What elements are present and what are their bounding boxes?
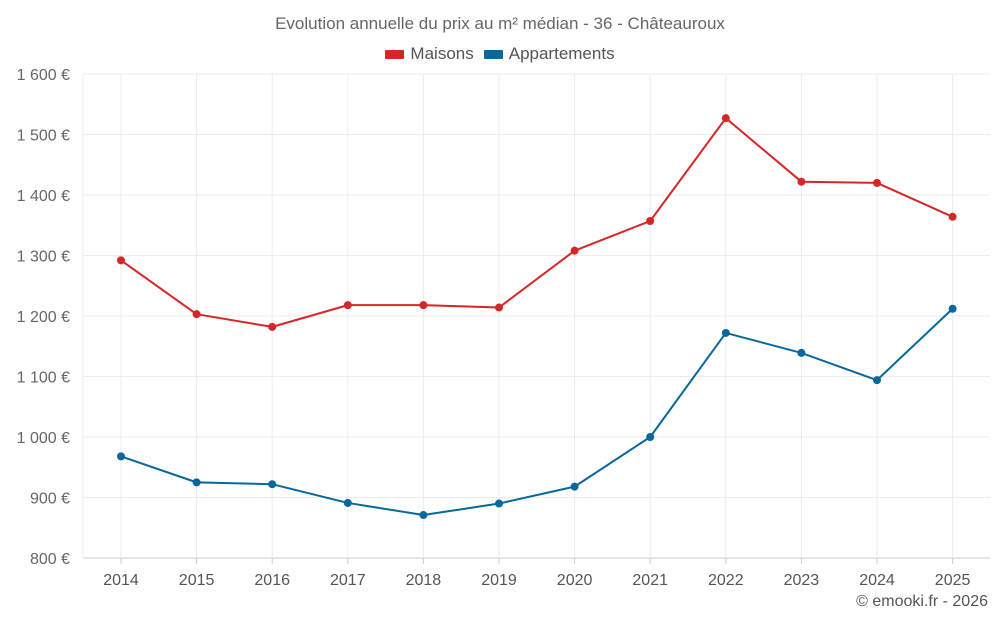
chart-title: Evolution annuelle du prix au m² médian … (275, 14, 725, 33)
data-point-maisons (797, 177, 806, 186)
data-point-appartements (646, 433, 655, 441)
data-point-appartements (419, 511, 428, 520)
data-point-appartements (192, 478, 201, 487)
data-point-maisons (948, 212, 957, 221)
x-tick-label: 2024 (859, 572, 895, 589)
x-tick-label: 2019 (481, 572, 517, 589)
series-line-appartements (120, 308, 954, 517)
data-point-maisons (343, 301, 352, 310)
data-point-appartements (117, 452, 125, 461)
y-tick-label: 1 000 € (17, 430, 70, 447)
data-point-appartements (495, 499, 503, 508)
data-point-appartements (721, 328, 730, 337)
legend-label-appartements: Appartements (508, 44, 615, 63)
data-point-appartements (268, 480, 277, 489)
legend: Maisons Appartements (0, 44, 1000, 64)
credit-text: © emooki.fr - 2026 (856, 593, 988, 610)
y-tick-label: 1 100 € (17, 370, 70, 387)
x-tick-label: 2022 (708, 572, 744, 589)
data-point-maisons (721, 114, 730, 123)
x-tick-label: 2021 (632, 572, 668, 589)
x-tick-label: 2017 (330, 572, 366, 589)
data-point-appartements (570, 482, 579, 491)
data-point-appartements (343, 498, 352, 507)
x-tick-label: 2023 (784, 572, 820, 589)
y-tick-label: 1 500 € (17, 128, 70, 145)
data-point-appartements (873, 376, 881, 385)
y-tick-label: 1 400 € (17, 188, 70, 205)
x-tick-label: 2025 (935, 572, 971, 589)
y-tick-label: 1 200 € (17, 309, 70, 326)
data-point-maisons (268, 322, 277, 331)
legend-swatch-appartements (483, 49, 503, 59)
x-tick-label: 2015 (179, 572, 215, 589)
x-tick-label: 2018 (406, 572, 442, 589)
data-point-maisons (192, 310, 201, 319)
data-point-maisons (495, 303, 503, 312)
data-point-maisons (419, 301, 428, 310)
y-tick-label: 800 € (30, 551, 70, 568)
legend-item-appartements[interactable]: Appartements (483, 44, 615, 64)
series-line-maisons (120, 117, 954, 328)
data-point-maisons (873, 178, 881, 187)
x-tick-label: 2016 (254, 572, 290, 589)
data-point-appartements (948, 304, 957, 313)
legend-label-maisons: Maisons (410, 44, 474, 63)
legend-item-maisons[interactable]: Maisons (385, 44, 474, 64)
legend-swatch-maisons (385, 49, 405, 59)
data-point-maisons (117, 256, 125, 265)
y-tick-label: 900 € (30, 491, 70, 508)
y-tick-label: 1 600 € (17, 67, 70, 84)
x-tick-label: 2014 (103, 572, 139, 589)
x-tick-label: 2020 (557, 572, 593, 589)
data-point-maisons (646, 217, 655, 226)
y-tick-label: 1 300 € (17, 249, 70, 266)
data-point-maisons (570, 246, 579, 255)
data-point-appartements (797, 348, 806, 357)
